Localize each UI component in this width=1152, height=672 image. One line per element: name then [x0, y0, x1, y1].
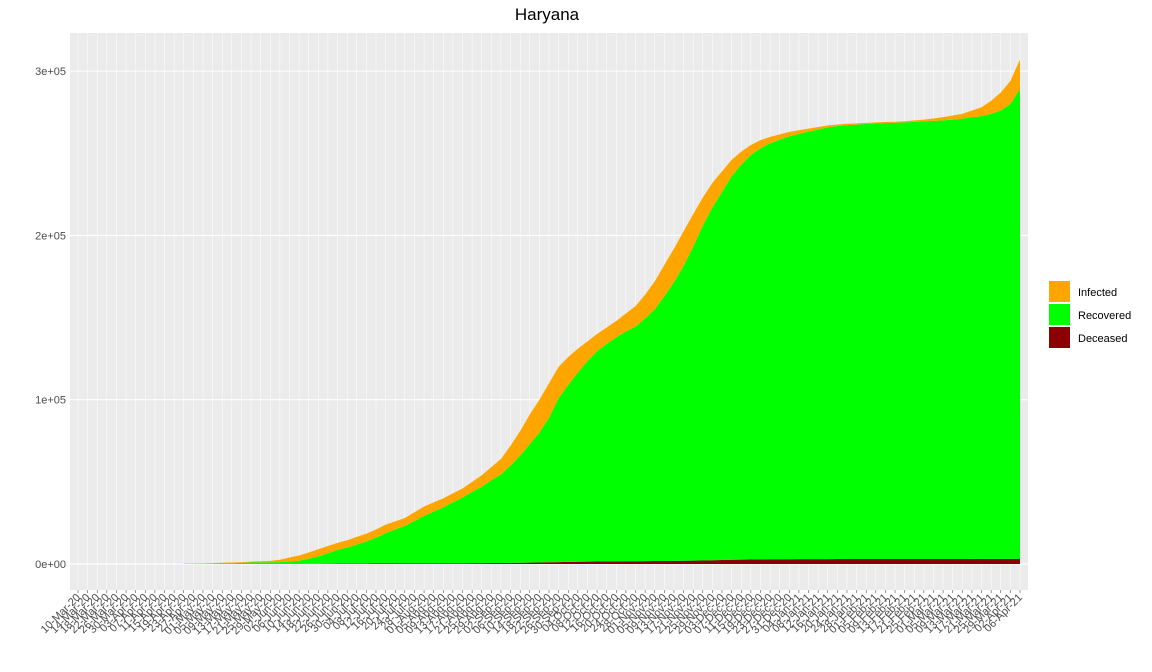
- legend-key: [1049, 304, 1070, 325]
- legend-key: [1049, 281, 1070, 302]
- y-tick-label: 0e+00: [35, 559, 66, 571]
- legend-label: Infected: [1078, 287, 1117, 299]
- area: [183, 89, 1021, 565]
- y-tick-label: 1e+05: [35, 395, 66, 407]
- chart-title: Haryana: [515, 5, 580, 24]
- legend-label: Recovered: [1078, 310, 1131, 322]
- legend-label: Deceased: [1078, 333, 1128, 345]
- area: [183, 558, 1021, 565]
- y-tick-label: 2e+05: [35, 230, 66, 242]
- y-tick-label: 3e+05: [35, 66, 66, 78]
- legend-key: [1049, 327, 1070, 348]
